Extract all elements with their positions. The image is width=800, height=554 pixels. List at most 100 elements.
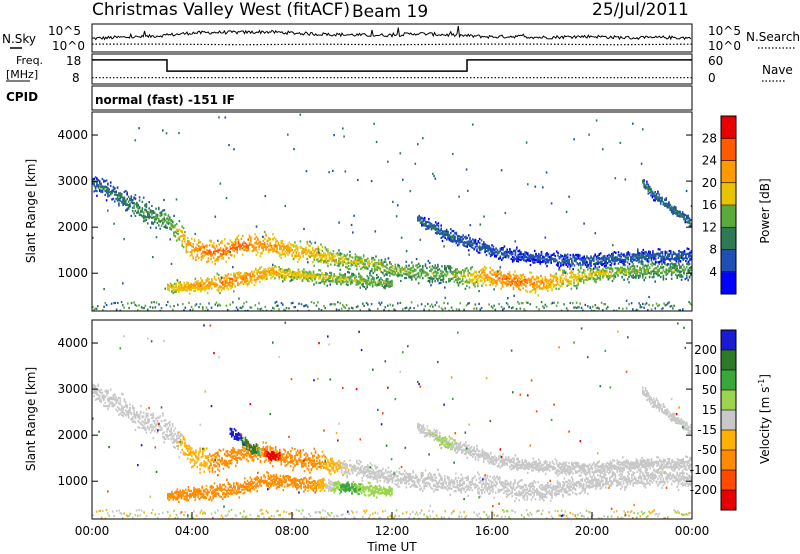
power-cell — [618, 270, 621, 273]
power-cell — [412, 269, 414, 273]
power-cell — [551, 253, 554, 256]
power-cell — [255, 240, 258, 243]
power-cell — [447, 235, 449, 238]
power-cell — [339, 257, 342, 260]
power-cell — [611, 267, 614, 270]
power-cell — [639, 260, 641, 263]
power-noise-cell — [110, 302, 113, 305]
power-cell — [471, 278, 474, 281]
power-cell — [662, 278, 665, 281]
power-cell — [578, 270, 581, 273]
power-cell — [559, 279, 562, 282]
power-cell — [540, 287, 542, 290]
power-cell — [580, 277, 582, 280]
power-cell — [459, 281, 461, 284]
power-cell — [250, 276, 253, 279]
power-cell — [492, 249, 495, 252]
power-cell — [290, 275, 293, 278]
power-cell — [428, 261, 431, 265]
power-cell — [671, 257, 673, 260]
power-cell — [545, 286, 548, 289]
power-cell — [482, 274, 485, 277]
power-cell — [376, 273, 378, 277]
power-cell — [93, 183, 95, 186]
power-cell — [153, 216, 156, 219]
power-cell — [194, 284, 197, 288]
power-cell — [449, 270, 452, 273]
power-cell — [230, 241, 233, 244]
power-cell — [103, 187, 105, 191]
power-cell — [217, 255, 219, 259]
power-cell — [142, 196, 145, 199]
power-noise-cell — [130, 301, 133, 305]
power-cell — [642, 263, 644, 266]
power-cell — [257, 268, 260, 272]
power-cell — [428, 224, 430, 227]
power-cell — [160, 213, 163, 216]
power-cell — [612, 253, 614, 256]
power-cell — [197, 287, 199, 290]
power-cell — [295, 251, 298, 254]
power-cell — [108, 191, 111, 194]
power-cell — [642, 179, 644, 182]
power-cell — [532, 275, 534, 278]
power-cell — [215, 278, 217, 281]
power-cell — [520, 251, 522, 254]
power-cell — [590, 264, 592, 267]
power-cell — [279, 274, 282, 277]
power-cell — [136, 201, 138, 204]
power-cell — [197, 239, 200, 242]
power-cell — [444, 232, 447, 235]
power-cell — [626, 254, 628, 257]
power-cell — [511, 258, 514, 261]
power-cell — [664, 254, 667, 257]
power-cell — [211, 243, 214, 247]
power-cell — [679, 272, 681, 276]
power-cell — [675, 260, 678, 263]
power-cell — [230, 273, 232, 276]
power-cell — [213, 256, 215, 259]
power-cell — [316, 258, 318, 261]
power-cell — [242, 278, 245, 282]
power-cell — [617, 251, 620, 254]
power-cell — [194, 287, 197, 290]
power-cell — [311, 274, 313, 277]
power-cell — [624, 264, 626, 267]
power-cell — [511, 253, 514, 256]
power-cell — [336, 264, 339, 267]
power-cell — [637, 258, 639, 261]
power-cell — [450, 238, 452, 241]
power-cell — [290, 271, 293, 274]
power-cell — [192, 243, 194, 246]
power-cell — [202, 250, 204, 253]
power-cell — [219, 241, 222, 244]
power-cell — [291, 254, 293, 257]
power-cell — [654, 197, 656, 200]
power-cell — [573, 257, 576, 260]
power-cell — [217, 250, 219, 253]
power-cell — [148, 211, 150, 215]
power-cell — [627, 258, 629, 261]
power-cell — [630, 258, 632, 261]
power-cell — [469, 238, 471, 241]
power-cell — [453, 280, 456, 283]
power-cell — [670, 206, 673, 209]
power-cell — [455, 231, 458, 234]
power-cell — [684, 268, 687, 271]
power-cell — [651, 196, 654, 199]
power-cell — [355, 283, 357, 286]
power-cell — [663, 261, 665, 264]
power-cell — [439, 281, 442, 284]
power-cell — [241, 275, 243, 278]
power-cell — [222, 283, 224, 286]
power-cell — [540, 280, 542, 283]
power-cell — [380, 264, 383, 267]
power-cell — [569, 265, 572, 268]
power-cell — [330, 280, 333, 283]
power-cell — [277, 241, 280, 244]
power-cell — [492, 269, 494, 272]
power-cell — [532, 256, 535, 259]
power-cell — [562, 280, 564, 283]
power-cell — [524, 256, 526, 259]
power-cell — [123, 202, 126, 205]
